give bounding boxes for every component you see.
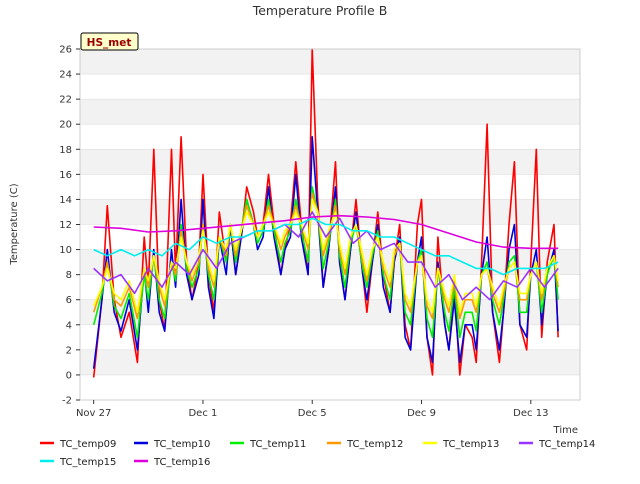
grid-band — [80, 149, 580, 175]
y-tick-label: 20 — [59, 120, 72, 131]
legend-label-TC_temp15: TC_temp15 — [59, 457, 116, 468]
legend-label-TC_temp12: TC_temp12 — [346, 439, 403, 450]
y-tick-label: 10 — [59, 245, 72, 256]
y-tick-label: -2 — [62, 396, 72, 407]
y-tick-label: 16 — [59, 170, 72, 181]
station-badge — [80, 32, 139, 51]
series-line-TC_temp15 — [93, 217, 559, 276]
legend-label-TC_temp10: TC_temp10 — [153, 439, 210, 450]
grid-band — [80, 199, 580, 225]
chart-title: Temperature Profile B — [252, 3, 388, 18]
x-tick-label: Nov 27 — [76, 408, 111, 419]
y-tick-label: 4 — [66, 320, 72, 331]
y-tick-label: 12 — [59, 220, 72, 231]
series-line-TC_temp16 — [93, 214, 559, 250]
legend-label-TC_temp11: TC_temp11 — [249, 439, 306, 450]
grid-band — [80, 349, 580, 375]
series-line-TC_temp13 — [92, 198, 559, 314]
y-axis-label: Temperature (C) — [9, 183, 20, 265]
legend-label-TC_temp09: TC_temp09 — [59, 439, 116, 450]
y-tick-label: 22 — [59, 95, 72, 106]
legend-label-TC_temp16: TC_temp16 — [153, 457, 210, 468]
series-line-TC_temp09 — [92, 48, 559, 378]
x-tick-label: Dec 9 — [407, 408, 436, 419]
legend-label-TC_temp13: TC_temp13 — [442, 439, 499, 450]
x-axis-label: Time — [553, 425, 578, 436]
y-tick-label: 26 — [59, 45, 72, 56]
grid-band — [80, 99, 580, 125]
series-line-TC_temp14 — [93, 211, 559, 301]
y-tick-label: 18 — [59, 145, 72, 156]
station-badge-label: HS_met — [87, 37, 132, 49]
y-tick-label: 2 — [66, 345, 72, 356]
grid-band — [80, 49, 580, 75]
y-tick-label: 0 — [66, 370, 72, 381]
y-tick-label: 24 — [59, 70, 72, 81]
x-tick-label: Dec 5 — [298, 408, 327, 419]
x-tick-label: Dec 13 — [513, 408, 548, 419]
y-tick-label: 14 — [59, 195, 72, 206]
y-tick-label: 6 — [66, 295, 72, 306]
legend-label-TC_temp14: TC_temp14 — [538, 439, 595, 450]
x-tick-label: Dec 1 — [188, 408, 217, 419]
y-tick-label: 8 — [66, 270, 72, 281]
